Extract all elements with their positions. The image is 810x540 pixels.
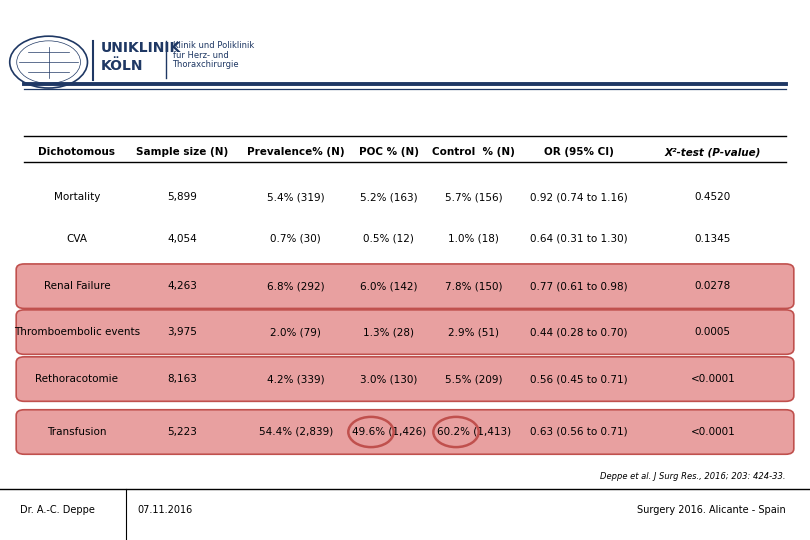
Text: 0.77 (0.61 to 0.98): 0.77 (0.61 to 0.98) bbox=[531, 281, 628, 291]
Text: 0.64 (0.31 to 1.30): 0.64 (0.31 to 1.30) bbox=[531, 234, 628, 244]
Text: 0.44 (0.28 to 0.70): 0.44 (0.28 to 0.70) bbox=[531, 327, 628, 337]
Text: Deppe et al. J Surg Res., 2016; 203: 424-33.: Deppe et al. J Surg Res., 2016; 203: 424… bbox=[600, 472, 786, 481]
Text: 2.0% (79): 2.0% (79) bbox=[271, 327, 321, 337]
Text: Mortality: Mortality bbox=[53, 192, 100, 202]
FancyBboxPatch shape bbox=[16, 357, 794, 401]
Text: 6.8% (292): 6.8% (292) bbox=[266, 281, 325, 291]
Text: 0.0005: 0.0005 bbox=[695, 327, 731, 337]
Text: 0.5% (12): 0.5% (12) bbox=[364, 234, 414, 244]
Text: Prevalence% (N): Prevalence% (N) bbox=[247, 147, 344, 157]
Text: 07.11.2016: 07.11.2016 bbox=[138, 505, 193, 515]
Text: 0.63 (0.56 to 0.71): 0.63 (0.56 to 0.71) bbox=[531, 427, 628, 437]
Text: UNIKLINIK: UNIKLINIK bbox=[101, 40, 181, 55]
Text: <0.0001: <0.0001 bbox=[690, 374, 735, 384]
FancyBboxPatch shape bbox=[16, 410, 794, 454]
Text: OR (95% CI): OR (95% CI) bbox=[544, 147, 614, 157]
Text: Surgery 2016. Alicante - Spain: Surgery 2016. Alicante - Spain bbox=[637, 505, 786, 515]
Text: 8,163: 8,163 bbox=[168, 374, 197, 384]
Text: Dr. A.-C. Deppe: Dr. A.-C. Deppe bbox=[20, 505, 95, 515]
Text: 5.7% (156): 5.7% (156) bbox=[445, 192, 503, 202]
Text: 60.2% (1,413): 60.2% (1,413) bbox=[437, 427, 511, 437]
Text: 5.4% (319): 5.4% (319) bbox=[266, 192, 325, 202]
Text: 4.2% (339): 4.2% (339) bbox=[266, 374, 325, 384]
Text: 5.5% (209): 5.5% (209) bbox=[446, 374, 502, 384]
Text: 49.6% (1,426): 49.6% (1,426) bbox=[352, 427, 426, 437]
Text: KÖLN: KÖLN bbox=[101, 59, 143, 73]
Text: Transfusion: Transfusion bbox=[47, 427, 107, 437]
Text: Renal Failure: Renal Failure bbox=[44, 281, 110, 291]
Text: Thromboembolic events: Thromboembolic events bbox=[14, 327, 140, 337]
Text: Rethoracotomie: Rethoracotomie bbox=[36, 374, 118, 384]
Text: 3.0% (130): 3.0% (130) bbox=[360, 374, 417, 384]
Text: 0.92 (0.74 to 1.16): 0.92 (0.74 to 1.16) bbox=[531, 192, 628, 202]
Text: POC % (N): POC % (N) bbox=[359, 147, 419, 157]
Text: 5,223: 5,223 bbox=[168, 427, 197, 437]
Text: 5.2% (163): 5.2% (163) bbox=[360, 192, 418, 202]
Text: für Herz- und: für Herz- und bbox=[173, 51, 228, 59]
Text: 0.0278: 0.0278 bbox=[695, 281, 731, 291]
Text: 3,975: 3,975 bbox=[168, 327, 197, 337]
Text: 4,263: 4,263 bbox=[168, 281, 197, 291]
Text: Sample size (N): Sample size (N) bbox=[136, 147, 228, 157]
Text: <0.0001: <0.0001 bbox=[690, 427, 735, 437]
Text: 54.4% (2,839): 54.4% (2,839) bbox=[258, 427, 333, 437]
Text: X²-test (P-value): X²-test (P-value) bbox=[665, 147, 761, 157]
Text: 7.8% (150): 7.8% (150) bbox=[446, 281, 502, 291]
Text: 0.1345: 0.1345 bbox=[695, 234, 731, 244]
Text: 0.7% (30): 0.7% (30) bbox=[271, 234, 321, 244]
Text: 0.4520: 0.4520 bbox=[695, 192, 731, 202]
Text: Klinik und Poliklinik: Klinik und Poliklinik bbox=[173, 42, 254, 50]
Text: 1.0% (18): 1.0% (18) bbox=[449, 234, 499, 244]
Text: 2.9% (51): 2.9% (51) bbox=[449, 327, 499, 337]
Text: Thoraxchirurgie: Thoraxchirurgie bbox=[173, 60, 239, 69]
Text: 1.3% (28): 1.3% (28) bbox=[364, 327, 414, 337]
FancyBboxPatch shape bbox=[16, 264, 794, 308]
Text: 5,899: 5,899 bbox=[168, 192, 197, 202]
FancyBboxPatch shape bbox=[16, 310, 794, 354]
Text: 6.0% (142): 6.0% (142) bbox=[360, 281, 417, 291]
Text: 4,054: 4,054 bbox=[168, 234, 197, 244]
Text: Control  % (N): Control % (N) bbox=[433, 147, 515, 157]
Text: 0.56 (0.45 to 0.71): 0.56 (0.45 to 0.71) bbox=[531, 374, 628, 384]
Text: Dichotomous: Dichotomous bbox=[38, 147, 116, 157]
Text: CVA: CVA bbox=[66, 234, 87, 244]
